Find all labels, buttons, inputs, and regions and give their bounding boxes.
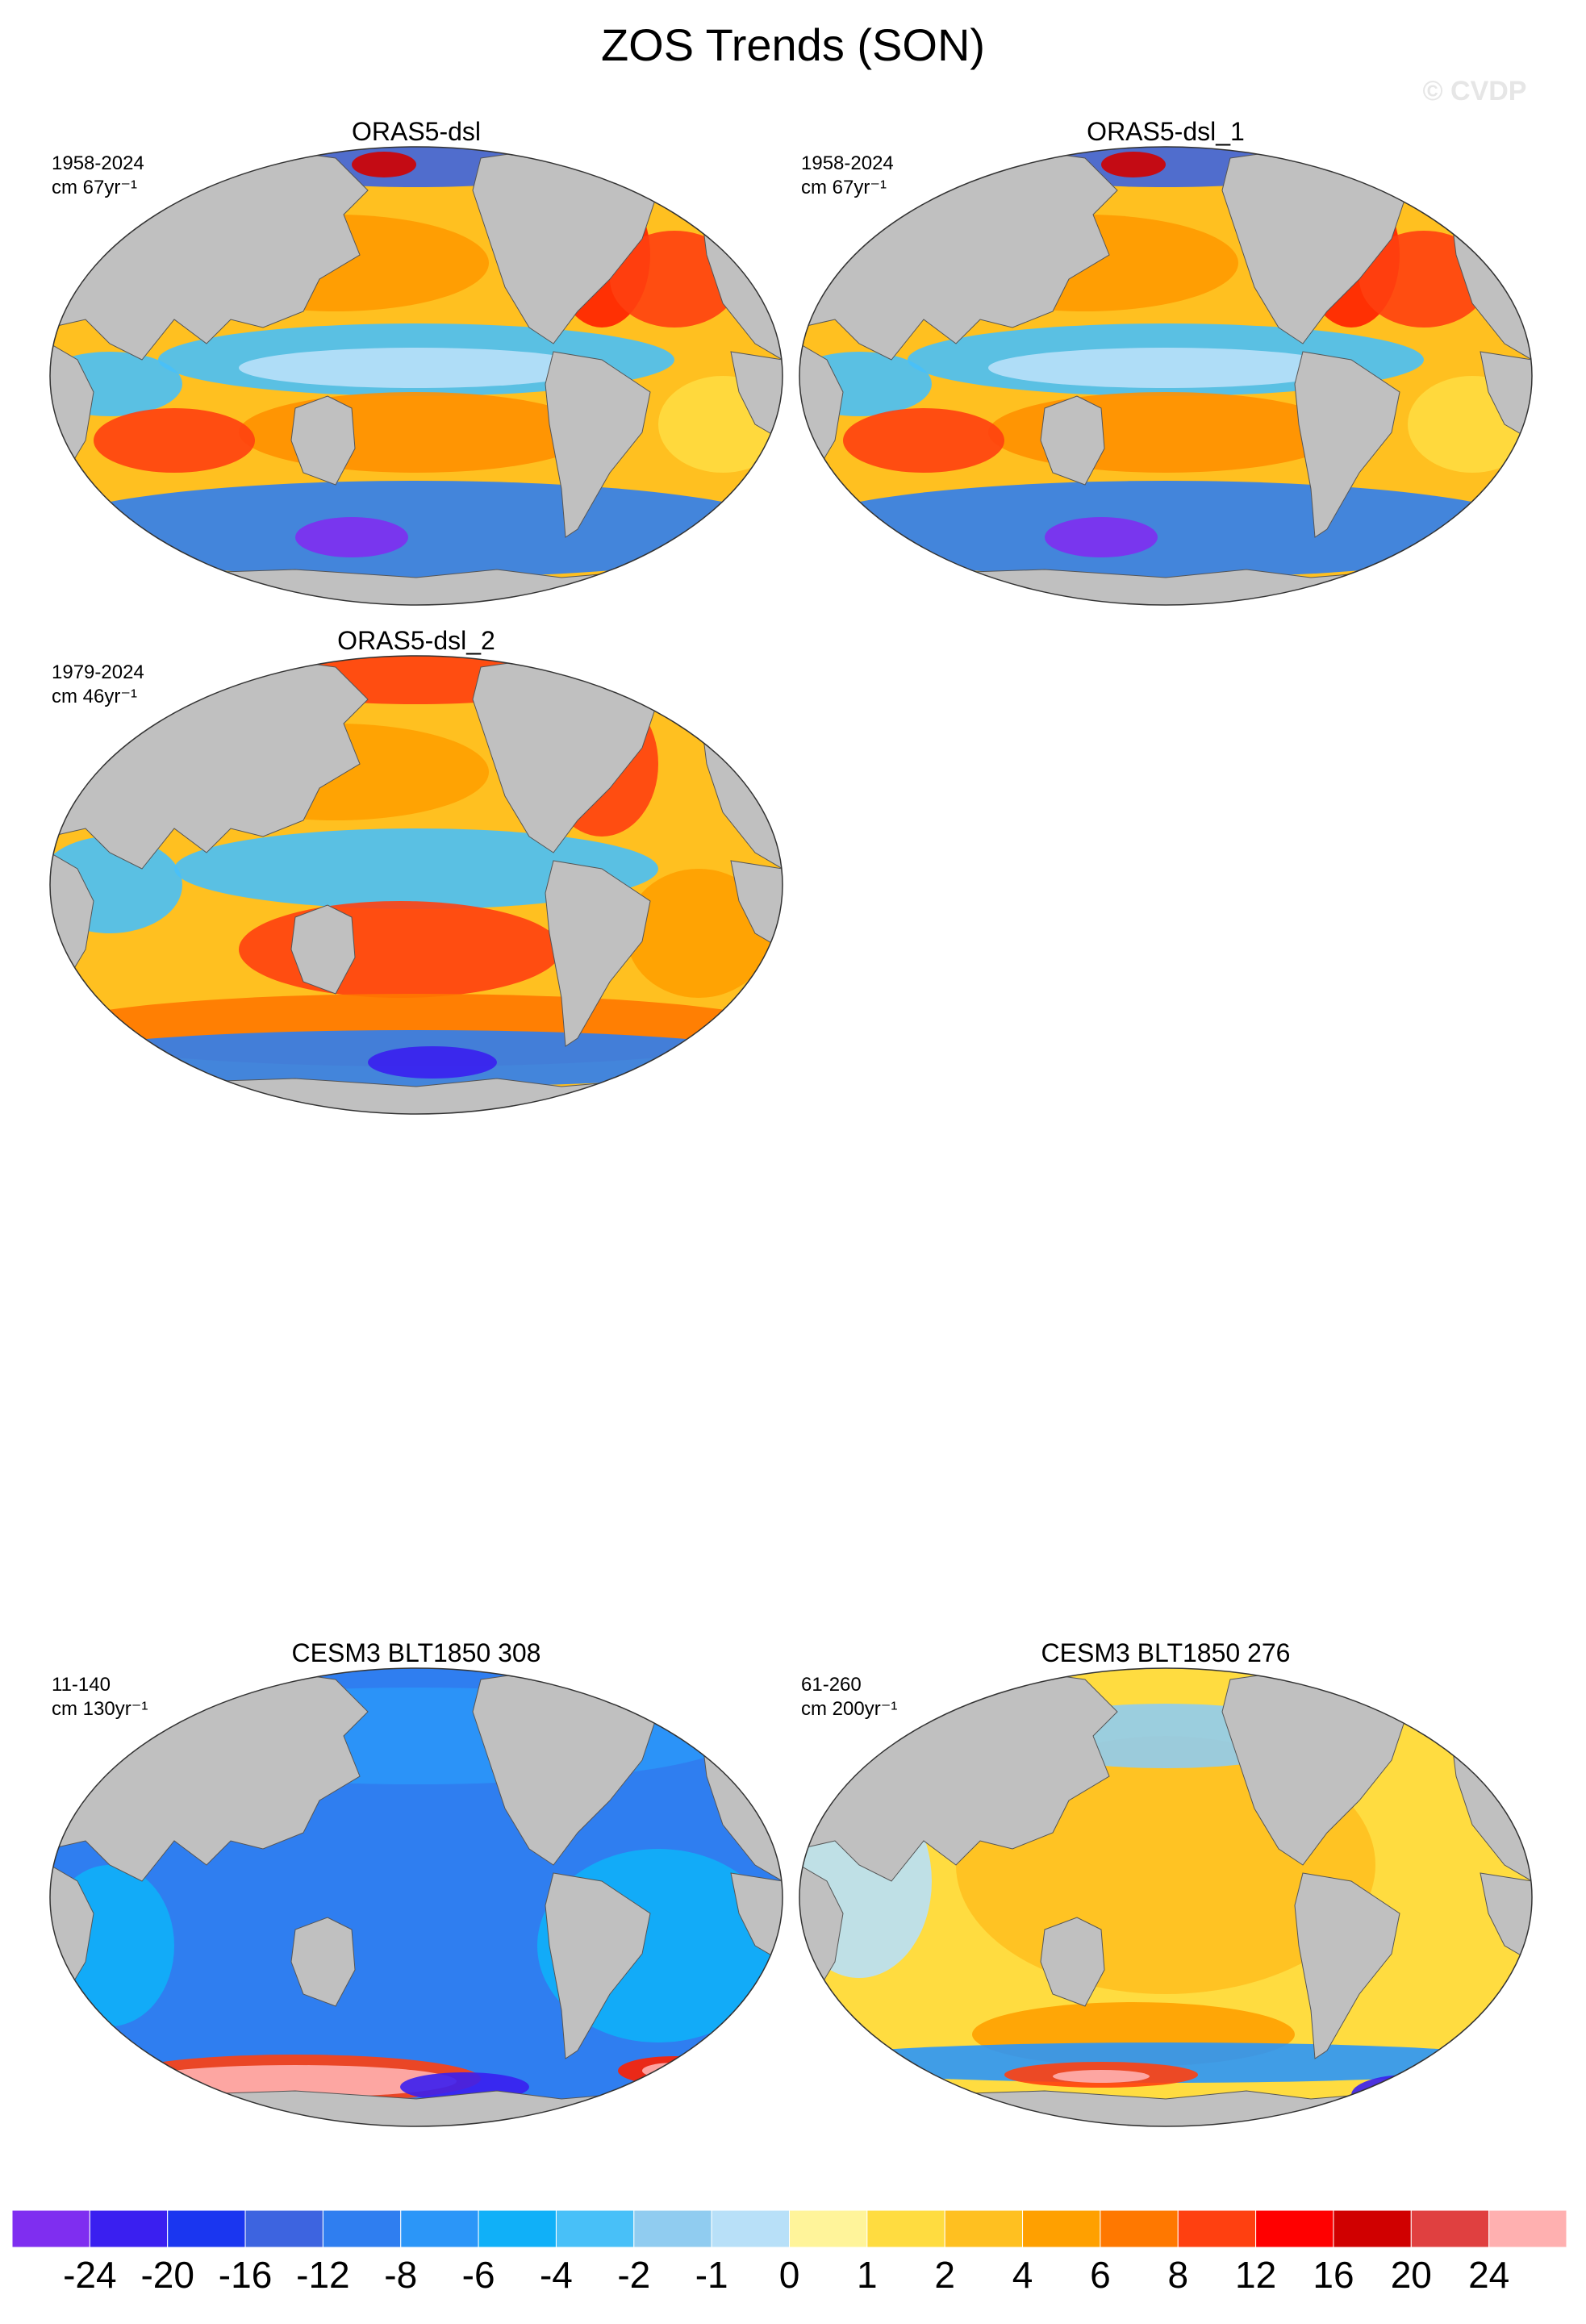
map-panel [49, 1667, 783, 2127]
map-border [799, 1667, 1533, 2127]
panel-units: cm 67yr⁻¹ [52, 177, 137, 198]
map-border [49, 146, 783, 606]
panel-units: cm 200yr⁻¹ [801, 1698, 897, 1720]
colorbar-box [89, 2209, 169, 2248]
colorbar-label: 12 [1235, 2254, 1276, 2296]
panel-units: cm 67yr⁻¹ [801, 177, 887, 198]
colorbar-box [1177, 2209, 1257, 2248]
colorbar-label: -20 [140, 2254, 194, 2296]
panel-title: ORAS5-dsl_1 [1087, 117, 1245, 146]
colorbar-label: -6 [462, 2254, 495, 2296]
colorbar-label: -12 [296, 2254, 349, 2296]
map-field [50, 656, 783, 1114]
map-panel [49, 655, 783, 1115]
panel-units: cm 130yr⁻¹ [52, 1698, 148, 1720]
map-panel [799, 1667, 1533, 2127]
panel-period: 1958-2024 [52, 152, 144, 174]
map-field [799, 147, 1532, 605]
colorbar-box [400, 2209, 479, 2248]
colorbar-label: -24 [63, 2254, 116, 2296]
map-border [799, 146, 1533, 606]
colorbar-label: -8 [384, 2254, 417, 2296]
map-panel [799, 146, 1533, 606]
colorbar-box [1333, 2209, 1412, 2248]
panel-title: ORAS5-dsl [352, 117, 481, 146]
map-panel [49, 146, 783, 606]
panel-title: CESM3 BLT1850 308 [292, 1638, 541, 1667]
colorbar-label: 20 [1391, 2254, 1432, 2296]
colorbar-box [167, 2209, 246, 2248]
colorbar-label: 1 [857, 2254, 878, 2296]
colorbar-box [711, 2209, 791, 2248]
colorbar-box [322, 2209, 402, 2248]
map-border [49, 1667, 783, 2127]
map-border [49, 655, 783, 1115]
colorbar-box [789, 2209, 868, 2248]
map-field [799, 1668, 1532, 2126]
colorbar-box [866, 2209, 945, 2248]
panel-period: 1958-2024 [801, 152, 894, 174]
colorbar-box [11, 2209, 90, 2248]
panel-period: 61-260 [801, 1674, 862, 1696]
panel-units: cm 46yr⁻¹ [52, 686, 137, 707]
colorbar-label: 2 [934, 2254, 955, 2296]
panel-title: ORAS5-dsl_2 [337, 626, 495, 655]
colorbar-label: 6 [1090, 2254, 1111, 2296]
colorbar-box [1410, 2209, 1490, 2248]
colorbar-label: -16 [219, 2254, 272, 2296]
colorbar-box [944, 2209, 1024, 2248]
panel-period: 11-140 [52, 1674, 111, 1696]
panel-title: CESM3 BLT1850 276 [1041, 1638, 1291, 1667]
colorbar-box [1488, 2209, 1567, 2248]
colorbar-label: 24 [1468, 2254, 1509, 2296]
map-field [50, 147, 783, 605]
panel-period: 1979-2024 [52, 661, 144, 683]
colorbar-label: -4 [540, 2254, 573, 2296]
colorbar-box [633, 2209, 712, 2248]
colorbar-box [555, 2209, 635, 2248]
colorbar-label: -2 [617, 2254, 650, 2296]
colorbar-label: 8 [1167, 2254, 1188, 2296]
map-field [50, 1668, 783, 2126]
colorbar-box [478, 2209, 557, 2248]
colorbar-box [244, 2209, 323, 2248]
colorbar-label: 16 [1313, 2254, 1354, 2296]
watermark: © CVDP [1423, 76, 1527, 106]
colorbar-label: 0 [779, 2254, 800, 2296]
colorbar-label: -1 [695, 2254, 728, 2296]
colorbar-box [1022, 2209, 1101, 2248]
colorbar-box [1255, 2209, 1334, 2248]
figure-title: ZOS Trends (SON) [601, 19, 985, 70]
colorbar-label: 4 [1012, 2254, 1033, 2296]
colorbar: -24 -20 -16 -12 -8 -6 -4 -2 -1 0 1 2 4 6 8 12 16 20 24 [11, 2209, 1567, 2296]
colorbar-box [1100, 2209, 1179, 2248]
